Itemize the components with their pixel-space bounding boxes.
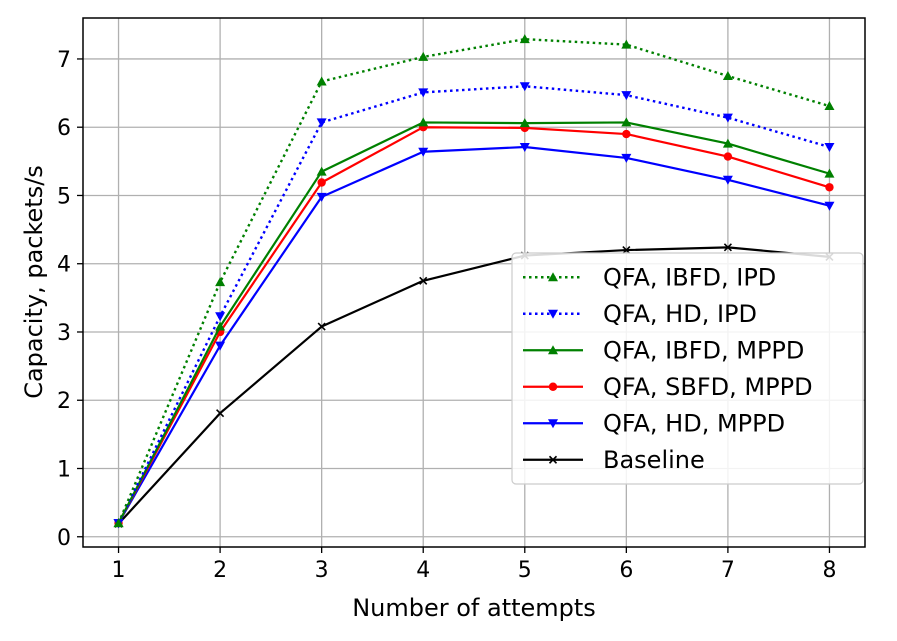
legend-box [511,252,864,485]
legend-entry-qfa-sbfd-mppd: QFA, SBFD, MPPD [523,373,813,401]
legend-marker [548,345,558,355]
series-line [117,126,830,524]
data-point [722,71,733,81]
legend-marker [548,382,558,391]
x-tick-label: 8 [822,558,836,583]
data-point [418,88,429,98]
data-point [723,243,732,252]
legend-entry-qfa-ibfd-mppd: QFA, IBFD, MPPD [523,336,804,364]
data-point [621,91,632,101]
data-point [621,39,632,49]
legend-label: QFA, IBFD, IPD [603,263,776,291]
series-qfa-hd-mppd [113,143,835,529]
series-line [117,145,830,524]
x-tick-label: 6 [619,558,633,583]
data-point [317,178,326,187]
data-point [316,192,327,202]
legend-label: QFA, IBFD, MPPD [603,336,804,364]
legend-label: QFA, HD, MPPD [603,409,785,437]
data-point [824,101,835,111]
data-point [621,117,632,127]
data-point [722,138,733,148]
series-qfa-hd-ipd [113,82,835,529]
data-point [215,321,226,331]
data-point [316,76,327,86]
y-tick-label: 2 [57,389,71,414]
legend-marker [548,455,558,464]
y-tick-label: 6 [57,116,71,141]
axis-ticks: 1 2 3 4 5 6 7 8 0 1 2 3 4 5 6 7 [57,48,836,583]
legend-label: QFA, HD, IPD [603,300,757,328]
series-qfa-ibfd-ipd [113,34,835,528]
x-tick-label: 2 [213,558,227,583]
legend-marker [548,272,558,282]
plot-series [113,34,835,529]
x-tick-label: 1 [112,558,126,583]
data-point [216,409,225,418]
x-tick-label: 7 [721,558,735,583]
data-point [824,143,835,153]
data-point [215,277,226,287]
data-point [519,34,530,44]
y-tick-label: 4 [57,253,71,278]
data-point [519,143,530,153]
data-point [418,117,429,127]
legend-entry-qfa-ibfd-ipd: QFA, IBFD, IPD [523,263,776,291]
data-point [723,152,733,161]
legend-marker [548,309,558,319]
series-line [117,246,830,525]
legend-entry-qfa-hd-mppd: QFA, HD, MPPD [523,409,785,437]
data-point [722,113,733,123]
data-point [621,153,632,163]
series-line [117,85,830,524]
y-tick-label: 5 [57,184,71,209]
x-tick-label: 4 [416,558,430,583]
plot-frame [82,17,866,548]
data-point [722,175,733,185]
x-axis-label: Number of attempts [352,594,596,622]
data-point [519,82,530,92]
data-point [419,276,428,285]
data-point [418,51,429,61]
data-point [316,166,327,176]
legend-marker [548,419,558,429]
legend-entry-qfa-hd-ipd: QFA, HD, IPD [523,300,757,328]
series-line [117,37,830,524]
data-point [316,118,327,128]
data-point [215,312,226,322]
legend-label: Baseline [603,446,705,474]
series-line [117,121,830,524]
data-point [622,129,631,139]
data-point [824,201,835,211]
data-point [824,168,835,178]
y-axis-label: Capacity, packets/s [20,165,48,399]
y-tick-label: 7 [57,48,71,73]
data-point [113,518,124,528]
y-tick-label: 0 [57,526,71,551]
data-point [825,183,834,192]
legend-entry-baseline: Baseline [523,446,705,474]
legend-label: QFA, SBFD, MPPD [603,373,813,401]
x-tick-label: 3 [315,558,329,583]
data-point [418,147,429,157]
series-qfa-ibfd-mppd [113,117,835,528]
legend: QFA, IBFD, IPD QFA, HD, IPD QFA, IBFD, MPP… [511,252,864,485]
x-tick-label: 5 [518,558,532,583]
data-point [215,341,226,351]
y-tick-label: 1 [57,458,71,483]
y-tick-label: 3 [57,321,71,346]
data-point [317,322,326,331]
data-point [519,118,530,128]
